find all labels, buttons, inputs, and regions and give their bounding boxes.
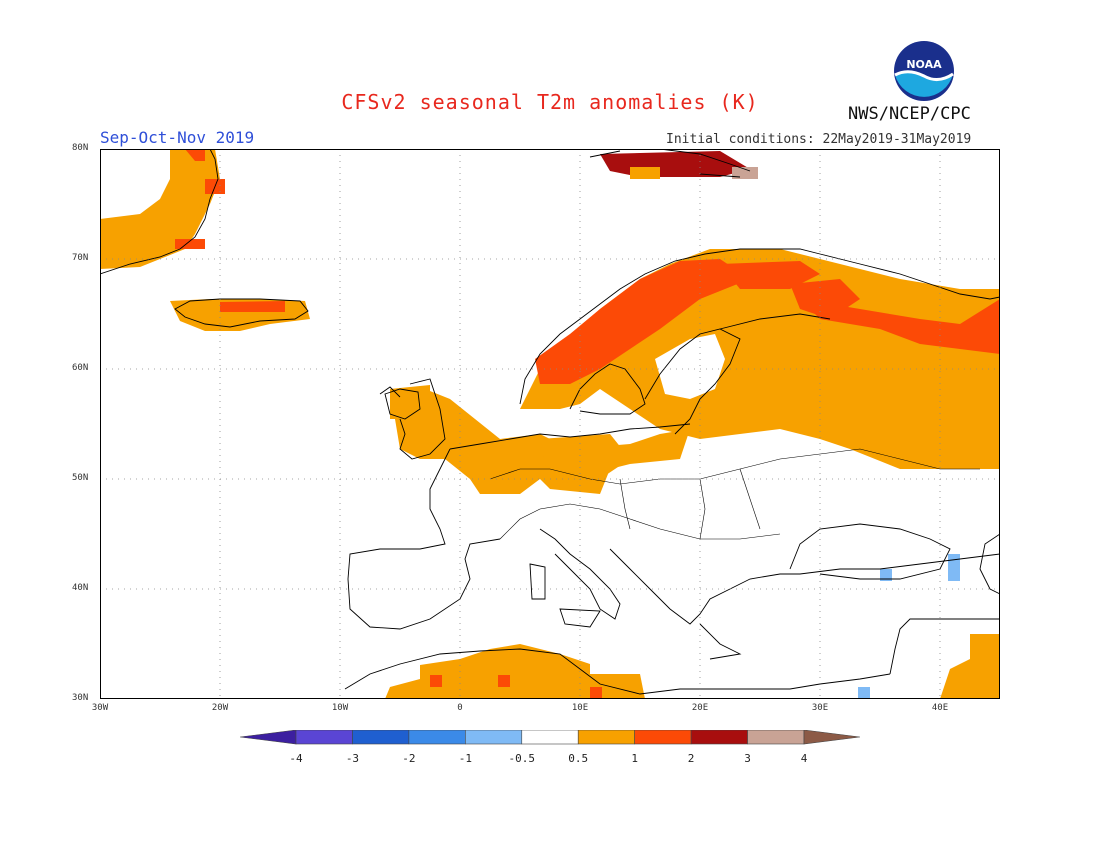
colorbar (240, 730, 860, 745)
colorbar-swatch (690, 730, 748, 745)
lat-tick-label: 50N (72, 473, 89, 483)
noaa-logo-icon: NOAA (894, 41, 954, 101)
lat-tick-label: 80N (72, 143, 89, 153)
anomaly-region-svalbard-tan (732, 167, 758, 179)
lat-tick-label: 70N (72, 253, 89, 263)
colorbar-swatch (240, 730, 297, 745)
neutral-baltic (655, 334, 725, 399)
colorbar-label: -3 (345, 752, 360, 765)
lat-tick-label: 30N (72, 693, 89, 703)
anomaly-region-nafrica-red-3 (590, 687, 602, 699)
colorbar-swatch (577, 730, 635, 745)
anomaly-region-kola-red (720, 261, 820, 289)
colorbar-swatch (803, 730, 860, 745)
lon-tick-label: 40E (931, 703, 949, 713)
anomaly-region-turkey-cool (880, 569, 892, 581)
colorbar-label: 2 (687, 752, 695, 765)
colorbar-swatch (352, 730, 410, 745)
anomaly-region-nafrica-red-2 (498, 675, 510, 687)
anomaly-region-libya (590, 674, 645, 699)
anomaly-region-scandinavia-red (535, 259, 750, 384)
colorbar-label: -4 (289, 752, 303, 765)
colorbar-swatch (408, 730, 466, 745)
anomaly-region-svalbard-orange (630, 167, 660, 179)
lon-tick-label: 0 (457, 703, 463, 713)
anomaly-region-caucasus-cool (948, 554, 960, 581)
agency-label: NWS/NCEP/CPC (848, 104, 971, 124)
anomaly-region-russia-red (800, 299, 1000, 354)
anomaly-region-central-europe (540, 434, 630, 484)
lat-tick-label: 40N (72, 583, 89, 593)
colorbar-swatch (295, 730, 353, 745)
lon-tick-label: 20E (691, 703, 709, 713)
anomaly-region-iceland-strong (220, 301, 285, 312)
lon-tick-label: 20W (211, 703, 229, 713)
lon-tick-label: 10W (331, 703, 349, 713)
colorbar-label: 1 (631, 752, 638, 765)
anomaly-fill-layer (100, 149, 1000, 699)
colorbar-label: -2 (402, 752, 416, 765)
anomaly-region-ireland (390, 385, 430, 419)
anomaly-region-middle-east (940, 634, 1000, 699)
colorbar-label: 0.5 (568, 752, 589, 765)
anomaly-map (100, 149, 1000, 699)
lon-tick-label: 10E (571, 703, 589, 713)
svg-text:NOAA: NOAA (906, 58, 942, 71)
gridlines (100, 149, 1000, 699)
colorbar-swatch (521, 730, 579, 745)
map-title: CFSv2 seasonal T2m anomalies (K) (341, 90, 759, 114)
colorbar-label: -1 (458, 752, 472, 765)
colorbar-swatch (747, 730, 805, 745)
anomaly-region-greenland-strong (185, 149, 205, 161)
colorbar-swatch (634, 730, 692, 745)
colorbar-label: -0.5 (508, 752, 536, 765)
season-label: Sep-Oct-Nov 2019 (100, 128, 255, 147)
anomaly-region-nafrica-red (430, 675, 442, 687)
lon-tick-label: 30E (811, 703, 829, 713)
initial-conditions-label: Initial conditions: 22May2019-31May2019 (666, 132, 972, 147)
coastlines (100, 149, 1000, 695)
colorbar-label: 3 (744, 752, 751, 765)
anomaly-region-levant-cool (858, 687, 870, 699)
colorbar-label: 4 (800, 752, 808, 765)
lat-tick-label: 60N (72, 363, 89, 373)
lon-tick-label: 30W (91, 703, 109, 713)
colorbar-swatch (465, 730, 523, 745)
